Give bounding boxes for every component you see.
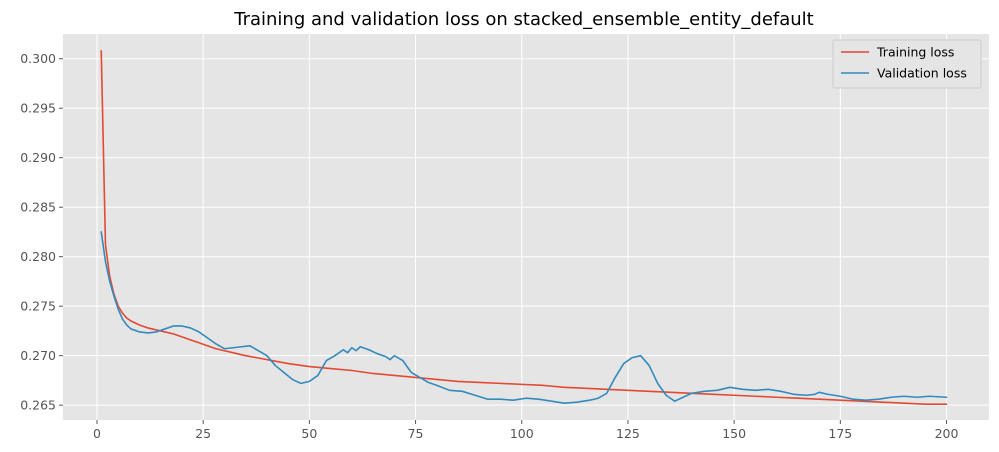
y-tick-label: 0.280 [20,249,56,264]
y-tick-label: 0.300 [20,51,56,66]
legend-label-training: Training loss [876,45,954,60]
x-tick-label: 100 [510,426,534,441]
y-axis: 0.265 0.270 0.275 0.280 0.285 0.290 0.295 0.300 [20,51,63,413]
legend-label-validation: Validation loss [877,66,967,81]
chart-title: Training and validation loss on stacked_… [233,9,814,30]
y-tick-label: 0.275 [20,299,56,314]
legend: Training loss Validation loss [832,39,982,89]
x-tick-label: 150 [722,426,746,441]
x-tick-label: 75 [408,426,424,441]
x-axis: 0 25 50 75 100 125 150 175 200 [93,420,958,441]
x-tick-label: 200 [935,426,959,441]
y-tick-label: 0.290 [20,150,56,165]
y-tick-label: 0.270 [20,348,56,363]
series-line-training [100,50,948,405]
plot-area [63,34,989,420]
x-tick-label: 50 [301,426,317,441]
legend-box [832,39,982,89]
x-tick-label: 0 [93,426,101,441]
series-line-validation [100,231,948,404]
y-tick-label: 0.295 [20,101,56,116]
x-tick-label: 25 [195,426,211,441]
x-tick-label: 175 [828,426,852,441]
series-lines [100,50,948,405]
x-tick-label: 125 [616,426,640,441]
grid [63,34,989,420]
y-tick-label: 0.265 [20,398,56,413]
y-tick-label: 0.285 [20,200,56,215]
